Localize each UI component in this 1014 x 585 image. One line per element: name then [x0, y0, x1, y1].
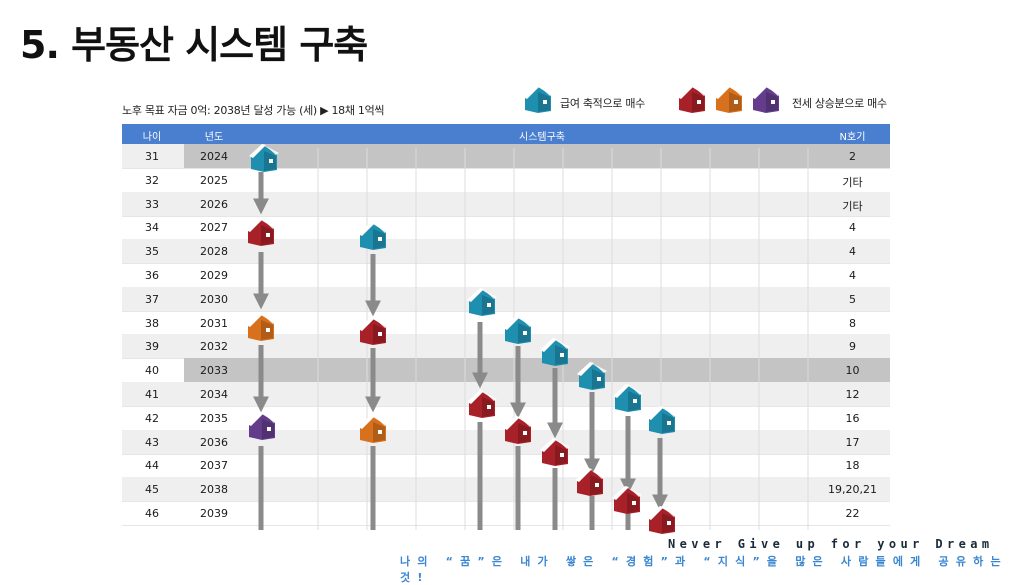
row-year: 2039 — [200, 507, 228, 520]
table-row: 43 2036 17 — [122, 429, 890, 455]
table-row: 33 2026 기타 — [122, 191, 890, 217]
row-age: 44 — [145, 459, 159, 473]
row-count: 2 — [849, 150, 856, 163]
row-age: 42 — [145, 411, 159, 425]
row-count: 19,20,21 — [828, 483, 877, 497]
row-year: 2038 — [200, 483, 228, 497]
legend-house-teal-icon — [523, 85, 553, 113]
goal-subtitle: 노후 목표 자금 0억: 2038년 달성 가능 (세) ▶ 18채 1억씩 — [122, 104, 385, 117]
table-row: 44 2037 18 — [122, 453, 890, 479]
table-row: 39 2032 9 — [122, 334, 890, 360]
row-year: 2030 — [200, 292, 228, 306]
row-count: 18 — [845, 459, 860, 473]
row-age: 43 — [145, 435, 159, 449]
row-age: 41 — [145, 388, 159, 401]
table-row: 32 2025 기타 — [122, 168, 890, 193]
table-row: 45 2038 19,20,21 — [122, 477, 890, 503]
row-age: 32 — [145, 173, 159, 187]
row-age: 46 — [145, 507, 159, 520]
row-year: 2024 — [200, 150, 228, 163]
row-age: 33 — [145, 197, 159, 211]
row-year: 2032 — [200, 340, 228, 354]
legend-jeonse-label: 전세 상승분으로 매수 — [792, 97, 887, 110]
table-row: 38 2031 8 — [122, 311, 890, 336]
table-row: 37 2030 5 — [122, 286, 890, 312]
motto-english: Never Give up for your Dream — [668, 537, 994, 551]
table-row: 34 2027 4 — [122, 215, 890, 241]
table-row: 35 2028 4 — [122, 239, 890, 265]
header-year: 년도 — [204, 132, 224, 143]
row-year: 2037 — [200, 459, 228, 473]
header-system: 시스템구축 — [519, 132, 565, 143]
legend-house-orange-icon — [714, 85, 744, 113]
table-row: 36 2029 4 — [122, 263, 890, 288]
row-count: 9 — [849, 340, 856, 354]
row-age: 38 — [145, 316, 159, 330]
row-count: 기타 — [842, 175, 863, 189]
row-age: 36 — [145, 269, 159, 282]
motto-korean: 나의 “꿈”은 내가 쌓은 “경험”과 “지식”을 많은 사람들에게 공유하는 … — [400, 555, 1008, 584]
table-row: 42 2035 16 — [122, 406, 890, 431]
row-count: 16 — [845, 411, 860, 425]
row-count: 기타 — [842, 199, 863, 213]
row-year: 2036 — [200, 435, 228, 449]
row-count: 10 — [845, 364, 860, 378]
row-year: 2027 — [200, 221, 228, 235]
row-age: 35 — [145, 245, 159, 259]
row-year: 2028 — [200, 245, 228, 259]
row-age: 34 — [145, 221, 159, 235]
highlight-band — [184, 144, 890, 168]
row-count: 4 — [849, 245, 856, 259]
row-count: 4 — [849, 269, 856, 282]
row-age: 40 — [145, 364, 159, 378]
table-row: 31 2024 2 — [122, 144, 890, 169]
table-header: 나이 년도 시스템구축 N호기 — [122, 124, 890, 144]
row-year: 2026 — [200, 197, 228, 211]
row-age: 31 — [145, 150, 159, 163]
row-count: 17 — [845, 435, 860, 449]
row-age: 45 — [145, 483, 159, 497]
legend-house-purple-icon — [751, 85, 781, 113]
row-year: 2033 — [200, 364, 228, 378]
row-count: 22 — [845, 507, 860, 520]
row-count: 5 — [849, 292, 856, 306]
table-row: 46 2039 22 — [122, 501, 890, 526]
header-count: N호기 — [839, 132, 866, 143]
row-count: 8 — [849, 316, 856, 330]
table-row: 40 2033 10 — [122, 358, 890, 384]
row-count: 4 — [849, 221, 856, 235]
row-count: 12 — [845, 388, 860, 401]
highlight-band — [184, 358, 890, 383]
row-year: 2029 — [200, 269, 228, 282]
row-year: 2031 — [200, 316, 228, 330]
row-year: 2025 — [200, 173, 228, 187]
legend-house-red-icon — [677, 85, 707, 113]
row-year: 2035 — [200, 411, 228, 425]
row-age: 37 — [145, 292, 159, 306]
row-age: 39 — [145, 340, 159, 354]
row-year: 2034 — [200, 388, 228, 401]
legend-salary-label: 급여 축적으로 매수 — [560, 97, 645, 110]
header-age: 나이 — [142, 132, 162, 143]
table-row: 41 2034 12 — [122, 382, 890, 407]
page-title: 5. 부동산 시스템 구축 — [20, 23, 368, 67]
